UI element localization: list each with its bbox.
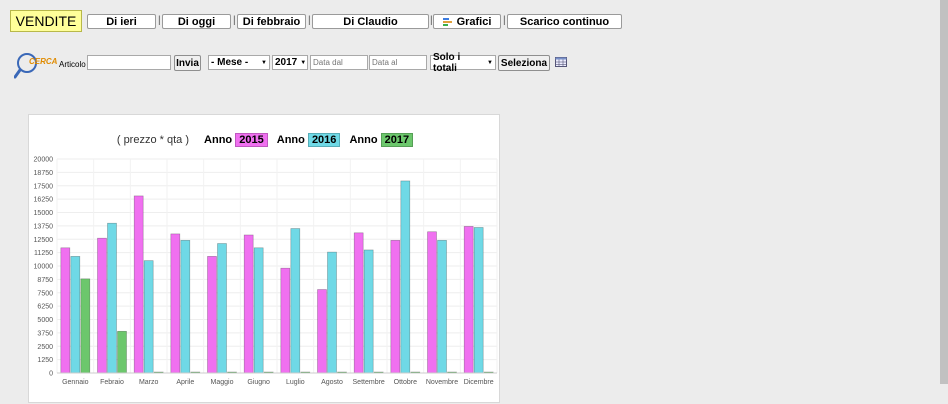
x-tick-label: Novembre: [426, 379, 458, 386]
bar-2015-ottobre: [390, 240, 401, 374]
x-tick-label: Maggio: [211, 379, 234, 386]
articolo-input[interactable]: [87, 55, 171, 70]
magnifier-icon: [14, 53, 37, 79]
bar-2016-dicembre: [473, 227, 484, 374]
x-tick-label: Marzo: [139, 379, 159, 386]
separator: |: [503, 15, 506, 26]
bar-2015-maggio: [207, 256, 217, 374]
grafici-button[interactable]: Grafici: [433, 14, 501, 29]
bar-2016-aprile: [180, 240, 191, 374]
y-tick-label: 0: [49, 371, 53, 378]
separator: |: [233, 15, 236, 26]
bar-2015-luglio: [280, 267, 291, 374]
bar-2016-febraio: [107, 222, 117, 374]
bar-2016-settembre: [363, 249, 374, 374]
y-tick-label: 17500: [34, 183, 54, 190]
y-tick-label: 3750: [37, 330, 53, 337]
bar-2016-novembre: [437, 240, 447, 374]
bar-2016-gennaio: [70, 256, 81, 374]
di-claudio-button[interactable]: Di Claudio: [312, 14, 429, 29]
vertical-scrollbar[interactable]: [940, 0, 948, 384]
grafici-label: Grafici: [456, 15, 492, 28]
dropdown-arrow-icon: ▼: [300, 59, 307, 66]
y-tick-label: 20000: [34, 157, 54, 164]
bar-chart: 0 1250 2500 3750 5000 6250 7500 8750 10000 11250 1…: [34, 157, 498, 386]
bar-2016-marzo: [143, 260, 154, 374]
seleziona-button[interactable]: Seleziona: [498, 55, 550, 71]
bar-2017-febraio: [117, 330, 127, 374]
separator: |: [308, 15, 311, 26]
bar-2015-dicembre: [463, 226, 474, 374]
sales-chart-panel: ( prezzo * qta ) Anno 2015 Anno 2016 Ann…: [28, 114, 500, 403]
x-tick-label: Gennaio: [62, 379, 89, 386]
bar-2016-ottobre: [400, 180, 411, 374]
mese-select[interactable]: - Mese - ▼: [208, 55, 270, 70]
data-al-field[interactable]: [369, 55, 427, 70]
y-tick-label: 16250: [34, 197, 54, 204]
separator: |: [158, 15, 161, 26]
y-tick-label: 1250: [37, 357, 53, 364]
y-tick-label: 12500: [34, 237, 54, 244]
di-oggi-button[interactable]: Di oggi: [162, 14, 231, 29]
cerca-logo-text: CERCA: [29, 57, 58, 66]
x-tick-label: Febraio: [100, 379, 124, 386]
x-tick-label: Luglio: [286, 379, 305, 386]
scarico-continuo-button[interactable]: Scarico continuo: [507, 14, 622, 29]
vendite-label: VENDITE: [10, 10, 82, 32]
invia-button[interactable]: Invia: [174, 55, 201, 71]
legend-anno-label: Anno: [276, 134, 305, 146]
bar-chart-icon: [442, 17, 452, 26]
y-tick-label: 10000: [34, 264, 54, 271]
y-tick-label: 8750: [37, 277, 53, 284]
bar-2017-gennaio: [80, 278, 91, 374]
x-tick-label: Agosto: [321, 379, 343, 386]
y-tick-label: 6250: [37, 304, 53, 311]
x-tick-label: Settembre: [353, 379, 385, 386]
bar-2015-novembre: [427, 231, 437, 374]
x-tick-label: Aprile: [176, 379, 194, 386]
y-tick-label: 18750: [34, 170, 54, 177]
legend-chip-2017: 2017: [380, 133, 414, 147]
di-febbraio-button[interactable]: Di febbraio: [237, 14, 306, 29]
articolo-label: Articolo: [59, 60, 86, 69]
dropdown-arrow-icon: ▼: [487, 59, 493, 66]
legend-prefix: ( prezzo * qta ): [116, 134, 189, 146]
bar-2015-marzo: [133, 195, 144, 374]
legend-chip-2015: 2015: [235, 133, 268, 147]
y-tick-label: 2500: [37, 344, 53, 351]
table-export-icon[interactable]: [555, 57, 567, 67]
bar-2016-giugno: [253, 247, 264, 374]
bar-2016-maggio: [217, 243, 227, 374]
bar-2016-agosto: [327, 251, 337, 374]
anno-select[interactable]: 2017 ▼: [272, 55, 308, 70]
x-tick-label: Ottobre: [394, 379, 417, 386]
legend-chip-2016: 2016: [307, 133, 341, 147]
separator: |: [430, 15, 433, 26]
legend-anno-label: Anno: [204, 134, 233, 146]
anno-select-value: 2017: [275, 57, 298, 68]
bar-2016-luglio: [290, 228, 301, 374]
y-tick-label: 13750: [34, 223, 54, 230]
bar-2015-agosto: [317, 289, 327, 374]
x-tick-label: Dicembre: [464, 379, 494, 386]
bar-2015-febraio: [97, 237, 107, 374]
bar-2015-settembre: [353, 232, 364, 374]
bar-2015-aprile: [170, 233, 181, 374]
totali-select[interactable]: Solo i totali ▼: [430, 52, 496, 74]
bar-2015-gennaio: [60, 247, 71, 374]
y-tick-label: 15000: [34, 210, 54, 217]
data-dal-field[interactable]: [310, 55, 368, 70]
dropdown-arrow-icon: ▼: [261, 59, 267, 66]
legend-anno-label: Anno: [349, 134, 378, 146]
x-tick-label: Giugno: [247, 379, 270, 386]
chart-legend: ( prezzo * qta ) Anno 2015 Anno 2016 Ann…: [29, 133, 501, 147]
bar-2015-giugno: [243, 234, 254, 374]
y-tick-label: 5000: [37, 317, 53, 324]
totali-select-value: Solo i totali: [433, 51, 461, 74]
y-tick-label: 7500: [37, 290, 53, 297]
mese-select-value: - Mese -: [211, 57, 249, 68]
y-tick-label: 11250: [34, 250, 53, 257]
di-ieri-button[interactable]: Di ieri: [87, 14, 156, 29]
